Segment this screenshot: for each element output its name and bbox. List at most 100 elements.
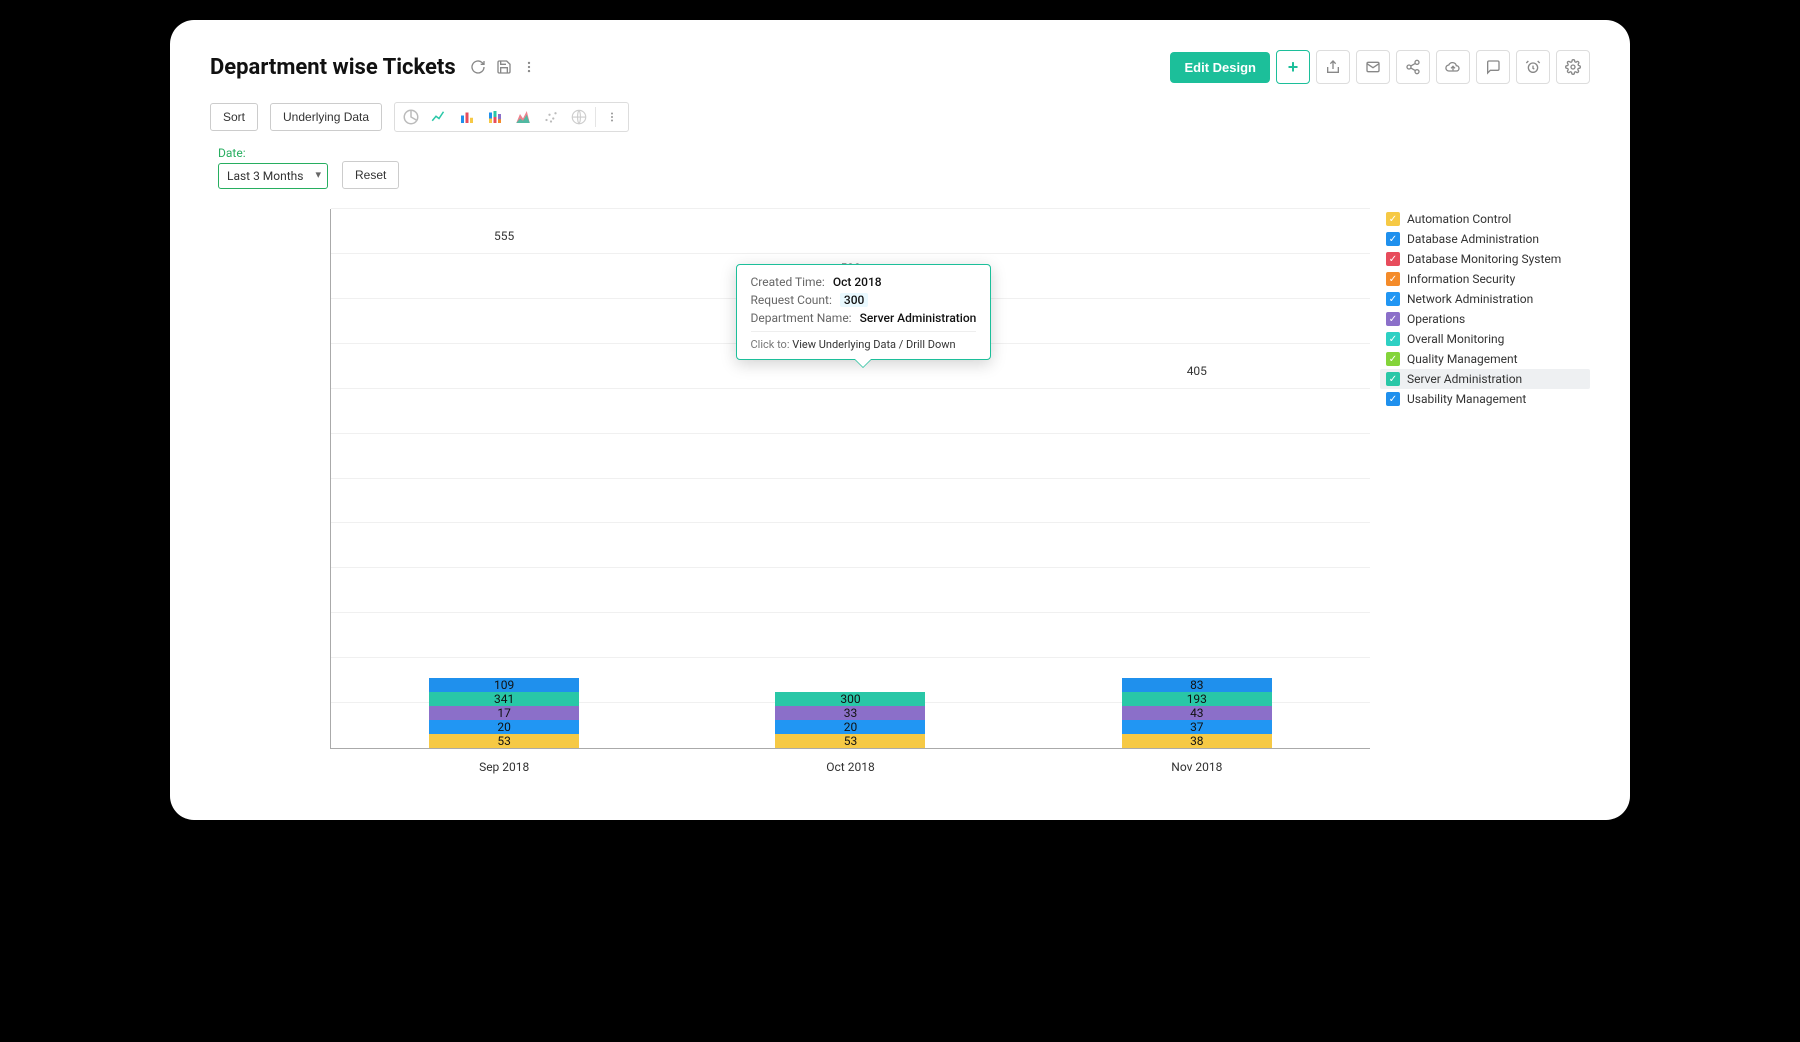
edit-design-button[interactable]: Edit Design (1170, 52, 1270, 83)
legend-label: Network Administration (1407, 292, 1533, 306)
bar-segment[interactable]: 53 (429, 734, 579, 748)
bar-segment[interactable]: 193 (1122, 692, 1272, 706)
segment-value-label: 193 (1187, 692, 1207, 706)
chart-type-map-icon[interactable] (565, 105, 593, 129)
bar-column: 532017341109555Sep 2018 (429, 209, 579, 748)
legend-swatch-icon (1386, 392, 1400, 406)
legend-label: Operations (1407, 312, 1465, 326)
bar-stack: 38374319383 (1122, 678, 1272, 748)
segment-value-label: 17 (497, 706, 511, 720)
underlying-data-button[interactable]: Underlying Data (270, 103, 382, 131)
report-window: Department wise Tickets Edit Design + (170, 20, 1630, 820)
segment-value-label: 53 (844, 734, 858, 748)
title-group: Department wise Tickets (210, 55, 536, 80)
segment-value-label: 20 (497, 720, 511, 734)
legend-label: Server Administration (1407, 372, 1522, 386)
legend-item[interactable]: Quality Management (1380, 349, 1590, 369)
tooltip-row: Created Time:Oct 2018 (751, 275, 977, 289)
bar-segment[interactable]: 109 (429, 678, 579, 692)
bar-segment[interactable]: 33 (775, 706, 925, 720)
legend-item[interactable]: Database Monitoring System (1380, 249, 1590, 269)
legend-item[interactable]: Usability Management (1380, 389, 1590, 409)
bar-segment[interactable]: 341 (429, 692, 579, 706)
legend-label: Overall Monitoring (1407, 332, 1504, 346)
bar-segment[interactable]: 20 (775, 720, 925, 734)
alarm-icon[interactable] (1516, 50, 1550, 84)
chart-tooltip: Created Time:Oct 2018 Request Count:300 De… (736, 264, 992, 360)
gear-icon[interactable] (1556, 50, 1590, 84)
tooltip-row: Department Name:Server Administration (751, 311, 977, 325)
bar-column: 38374319383405Nov 2018 (1122, 209, 1272, 748)
segment-value-label: 300 (840, 692, 860, 706)
legend-swatch-icon (1386, 312, 1400, 326)
comment-icon[interactable] (1476, 50, 1510, 84)
legend-item[interactable]: Automation Control (1380, 209, 1590, 229)
bar-segment[interactable]: 17 (429, 706, 579, 720)
chart-type-stacked-icon[interactable] (481, 105, 509, 129)
more-icon[interactable] (522, 59, 536, 75)
share-icon[interactable] (1396, 50, 1430, 84)
segment-value-label: 109 (494, 678, 514, 692)
chart-area: 532017341109555Sep 2018532033300520Oct 2… (210, 199, 1380, 799)
bar-segment[interactable]: 38 (1122, 734, 1272, 748)
tooltip-footer: Click to: View Underlying Data / Drill D… (751, 331, 977, 351)
bar-total-label: 555 (429, 229, 579, 249)
segment-value-label: 53 (497, 734, 511, 748)
segment-value-label: 38 (1190, 734, 1204, 748)
title-icon-group (470, 59, 536, 75)
chart-type-picker (394, 102, 629, 132)
filter-row: Date: Last 3 Months Reset (218, 146, 1590, 189)
main-area: 532017341109555Sep 2018532033300520Oct 2… (210, 199, 1590, 799)
reset-button[interactable]: Reset (342, 161, 399, 189)
chart-plot: 532017341109555Sep 2018532033300520Oct 2… (330, 209, 1370, 749)
date-filter-select[interactable]: Last 3 Months (218, 163, 328, 189)
x-axis-label: Nov 2018 (1122, 748, 1272, 774)
x-axis-label: Oct 2018 (775, 748, 925, 774)
bar-segment[interactable]: 53 (775, 734, 925, 748)
mail-icon[interactable] (1356, 50, 1390, 84)
chart-type-more-icon[interactable] (598, 105, 626, 129)
tooltip-label: Created Time: (751, 275, 825, 289)
legend-label: Database Monitoring System (1407, 252, 1561, 266)
legend-label: Usability Management (1407, 392, 1526, 406)
segment-value-label: 43 (1190, 706, 1204, 720)
bar-segment[interactable]: 37 (1122, 720, 1272, 734)
chart-type-area-icon[interactable] (509, 105, 537, 129)
legend-item[interactable]: Network Administration (1380, 289, 1590, 309)
legend-swatch-icon (1386, 232, 1400, 246)
bar-stack: 532033300 (775, 692, 925, 748)
segment-value-label: 37 (1190, 720, 1204, 734)
legend-item[interactable]: Overall Monitoring (1380, 329, 1590, 349)
legend-item[interactable]: Operations (1380, 309, 1590, 329)
cloud-icon[interactable] (1436, 50, 1470, 84)
legend-label: Automation Control (1407, 212, 1511, 226)
x-axis-label: Sep 2018 (429, 748, 579, 774)
legend-swatch-icon (1386, 212, 1400, 226)
bar-segment[interactable]: 300 (775, 692, 925, 706)
bar-segment[interactable]: 83 (1122, 678, 1272, 692)
legend-item[interactable]: Information Security (1380, 269, 1590, 289)
header-actions: Edit Design + (1170, 50, 1590, 84)
legend-swatch-icon (1386, 352, 1400, 366)
legend-label: Information Security (1407, 272, 1515, 286)
legend-item[interactable]: Server Administration (1380, 369, 1590, 389)
chart-type-scatter-icon[interactable] (537, 105, 565, 129)
export-icon[interactable] (1316, 50, 1350, 84)
chart-type-line-icon[interactable] (425, 105, 453, 129)
legend-swatch-icon (1386, 332, 1400, 346)
legend-item[interactable]: Database Administration (1380, 229, 1590, 249)
add-button[interactable]: + (1276, 50, 1310, 84)
legend: Automation Control Database Administratio… (1380, 199, 1590, 799)
sort-button[interactable]: Sort (210, 103, 258, 131)
tooltip-value: Server Administration (860, 311, 977, 325)
bar-segment[interactable]: 20 (429, 720, 579, 734)
tooltip-row: Request Count:300 (751, 293, 977, 307)
segment-value-label: 33 (844, 706, 858, 720)
bar-segment[interactable]: 43 (1122, 706, 1272, 720)
tooltip-label: Request Count: (751, 293, 832, 307)
refresh-icon[interactable] (470, 59, 486, 75)
chart-type-pie-icon[interactable] (397, 105, 425, 129)
save-icon[interactable] (496, 59, 512, 75)
chart-type-bar-icon[interactable] (453, 105, 481, 129)
legend-swatch-icon (1386, 292, 1400, 306)
